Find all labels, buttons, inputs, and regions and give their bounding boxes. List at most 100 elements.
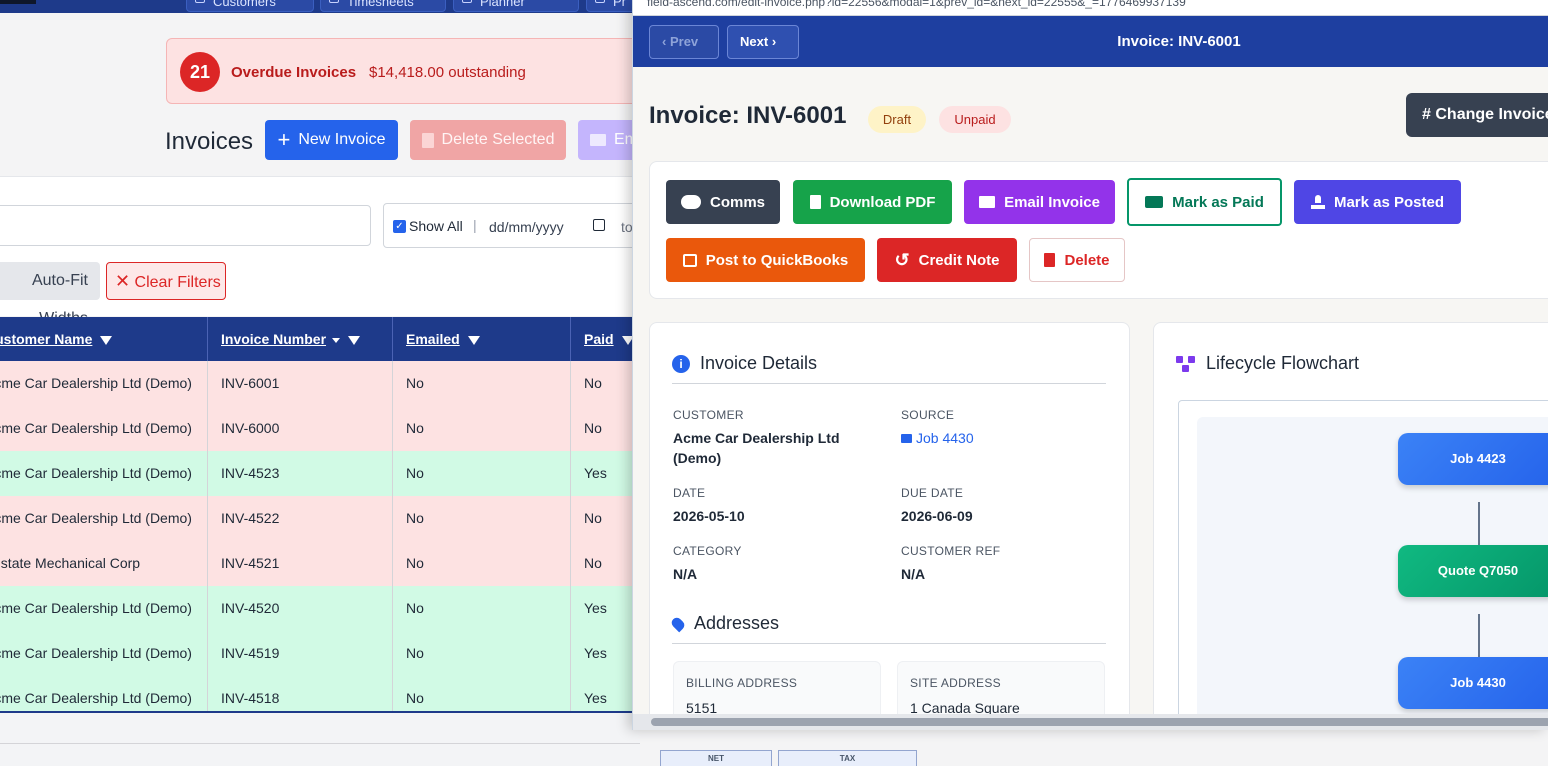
category-value: N/A: [673, 566, 698, 582]
stamp-icon: [1310, 195, 1325, 209]
info-icon: i: [672, 354, 690, 373]
cell-customer: Acme Car Dealership Ltd (Demo): [0, 406, 208, 451]
cell-invoice-number: INV-6000: [208, 406, 393, 451]
email-invoice-button[interactable]: Email Invoice: [964, 180, 1115, 224]
cell-paid: Yes: [584, 690, 607, 706]
prev-label: Prev: [669, 34, 699, 49]
project-diagram-icon: [1176, 355, 1196, 372]
divider: [672, 383, 1106, 384]
email-invoice-label: Email Invoice: [1004, 193, 1100, 211]
flow-node-job[interactable]: Job 4430: [1398, 657, 1548, 709]
delete-invoice-button[interactable]: Delete: [1029, 238, 1125, 282]
cell-invoice-number: INV-4518: [208, 676, 393, 721]
date-to-label: to: [621, 219, 633, 235]
column-header-paid[interactable]: Paid: [571, 317, 661, 361]
due-date-label: DUE DATE: [901, 486, 964, 500]
comments-icon: [680, 195, 701, 209]
url-bar[interactable]: field-ascend.com/edit-invoice.php?id=225…: [633, 0, 1548, 16]
billing-address-value: 5151: [686, 700, 718, 716]
download-pdf-label: Download PDF: [829, 193, 936, 211]
filter-icon[interactable]: [621, 335, 634, 345]
post-quickbooks-button[interactable]: Post to QuickBooks: [666, 238, 865, 282]
overdue-alert[interactable]: 21 Overdue Invoices $14,418.00 outstandi…: [166, 38, 646, 104]
show-all-checkbox[interactable]: ✓: [393, 220, 406, 233]
trash-icon: [1044, 253, 1056, 267]
column-header-emailed[interactable]: Emailed: [393, 317, 571, 361]
table-row[interactable]: Acme Car Dealership Ltd (Demo) INV-4523 No…: [0, 451, 640, 496]
filter-icon[interactable]: [100, 335, 113, 345]
cell-customer: Acme Car Dealership Ltd (Demo): [0, 631, 208, 676]
clear-filters-button[interactable]: ✕ Clear Filters: [106, 262, 226, 300]
next-button[interactable]: Next ›: [727, 25, 799, 59]
next-label: Next: [740, 34, 769, 49]
source-link[interactable]: Job 4430: [901, 430, 974, 446]
cell-emailed: No: [393, 586, 571, 631]
category-label: CATEGORY: [673, 544, 742, 558]
nav-tab-label: Customers: [213, 0, 276, 9]
scrollbar-thumb[interactable]: [651, 718, 1548, 726]
cell-paid: No: [584, 420, 602, 436]
net-total-tab[interactable]: NET: [660, 750, 772, 766]
cell-emailed: No: [393, 676, 571, 721]
column-header-invoice-number[interactable]: Invoice Number: [208, 317, 393, 361]
filter-icon[interactable]: [467, 335, 480, 345]
nav-tab-planner[interactable]: Planner: [453, 0, 579, 12]
cell-emailed: No: [393, 361, 571, 406]
modal-header-title: Invoice: INV-6001: [1117, 33, 1241, 50]
change-invoice-label: Change Invoice: [1435, 106, 1548, 123]
download-pdf-button[interactable]: Download PDF: [793, 180, 952, 224]
logo: [0, 0, 36, 4]
table-row[interactable]: Acme Car Dealership Ltd (Demo) INV-4519 No…: [0, 631, 640, 676]
heading-text: Addresses: [694, 613, 780, 633]
credit-note-button[interactable]: ↺ Credit Note: [877, 238, 1017, 282]
cell-invoice-number: INV-4521: [208, 541, 393, 586]
cell-paid: Yes: [584, 645, 607, 661]
overdue-amount: $14,418.00 outstanding: [369, 64, 526, 81]
autofit-widths-button[interactable]: Auto-Fit Widths: [0, 262, 100, 327]
tax-total-tab[interactable]: TAX: [778, 750, 917, 766]
hash-icon: #: [1422, 106, 1431, 123]
mark-paid-button[interactable]: Mark as Paid: [1127, 178, 1282, 226]
flow-node-job[interactable]: Job 4423: [1398, 433, 1548, 485]
mark-posted-button[interactable]: Mark as Posted: [1294, 180, 1461, 224]
heading-text: Lifecycle Flowchart: [1206, 353, 1360, 373]
date-filter: ✓ Show All | dd/mm/yyyy to: [383, 203, 653, 248]
table-row[interactable]: Acme Car Dealership Ltd (Demo) INV-4522 No…: [0, 496, 640, 541]
cell-emailed: No: [393, 496, 571, 541]
cell-paid: No: [584, 375, 602, 391]
change-invoice-button[interactable]: # Change Invoice: [1406, 93, 1548, 137]
customer-value-line2: (Demo): [673, 450, 722, 466]
invoice-details-heading: i Invoice Details: [672, 353, 817, 374]
table-row[interactable]: Acme Car Dealership Ltd (Demo) INV-6001 No…: [0, 361, 640, 406]
column-header-customer[interactable]: Customer Name: [0, 317, 208, 361]
table-row[interactable]: Tristate Mechanical Corp INV-4521 No No: [0, 541, 640, 586]
flowchart-area: Job 4423 Quote Q7050 Job 4430: [1197, 417, 1548, 730]
date-from-input[interactable]: dd/mm/yyyy: [489, 219, 564, 235]
new-invoice-button[interactable]: + New Invoice: [265, 120, 398, 160]
nav-tab-customers[interactable]: Customers: [186, 0, 314, 12]
cell-invoice-number: INV-4520: [208, 586, 393, 631]
horizontal-scrollbar[interactable]: [633, 714, 1548, 730]
addresses-heading: Addresses: [669, 613, 780, 634]
cell-customer: Acme Car Dealership Ltd (Demo): [0, 676, 208, 721]
comms-label: Comms: [709, 193, 765, 211]
heading-text: Invoice Details: [700, 353, 818, 373]
comms-button[interactable]: Comms: [666, 180, 780, 224]
table-footer: [0, 711, 640, 766]
table-row[interactable]: Acme Car Dealership Ltd (Demo) INV-6000 No…: [0, 406, 640, 451]
briefcase-icon: [901, 434, 912, 443]
search-input[interactable]: [0, 205, 371, 246]
calendar-icon[interactable]: [593, 219, 605, 231]
prev-button[interactable]: ‹ Prev: [649, 25, 719, 59]
filter-icon[interactable]: [348, 335, 361, 345]
cell-invoice-number: INV-4519: [208, 631, 393, 676]
nav-icon: [595, 0, 605, 3]
flow-node-quote[interactable]: Quote Q7050: [1398, 545, 1548, 597]
nav-tab-timesheets[interactable]: Timesheets: [320, 0, 446, 12]
table-row[interactable]: Acme Car Dealership Ltd (Demo) INV-4520 No…: [0, 586, 640, 631]
column-label: Emailed: [406, 331, 460, 347]
sort-desc-icon[interactable]: [332, 337, 341, 343]
invoice-modal: field-ascend.com/edit-invoice.php?id=225…: [632, 0, 1548, 730]
delete-selected-button[interactable]: Delete Selected: [410, 120, 566, 160]
flowchart-canvas[interactable]: Job 4423 Quote Q7050 Job 4430: [1178, 400, 1548, 730]
